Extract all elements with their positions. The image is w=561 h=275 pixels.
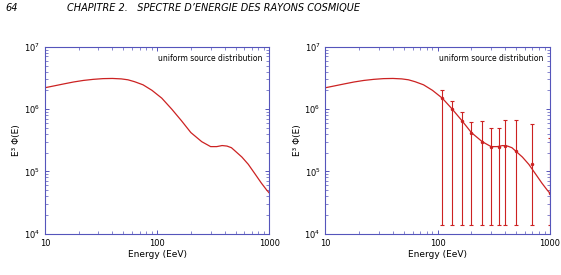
Text: uniform source distribution: uniform source distribution [439, 54, 543, 63]
Text: 64: 64 [6, 3, 18, 13]
Y-axis label: E³ Φ(E): E³ Φ(E) [12, 124, 21, 156]
Y-axis label: E³ Φ(E): E³ Φ(E) [293, 124, 302, 156]
X-axis label: Energy (EeV): Energy (EeV) [408, 251, 467, 259]
Text: uniform source distribution: uniform source distribution [158, 54, 263, 63]
X-axis label: Energy (EeV): Energy (EeV) [127, 251, 187, 259]
Text: CHAPITRE 2.   SPECTRE D’ENERGIE DES RAYONS COSMIQUE: CHAPITRE 2. SPECTRE D’ENERGIE DES RAYONS… [67, 3, 360, 13]
